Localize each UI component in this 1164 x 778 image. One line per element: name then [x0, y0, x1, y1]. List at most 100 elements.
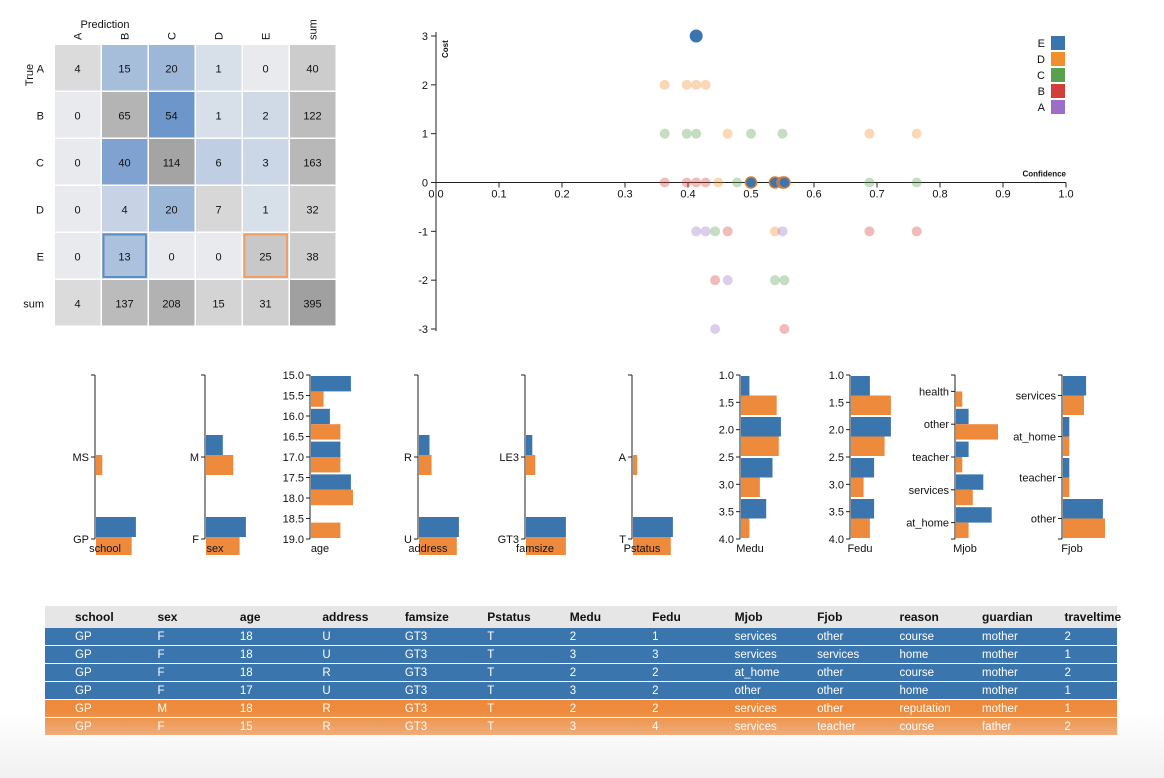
- y-tick-label: -3: [418, 324, 428, 336]
- cm-cell: [290, 280, 336, 326]
- table-cell-Mjob: services: [704, 645, 788, 664]
- column-header-guardian[interactable]: guardian: [951, 606, 1035, 628]
- hist-bar-orange: [1063, 518, 1105, 538]
- column-header-Fjob[interactable]: Fjob: [787, 606, 870, 628]
- cm-cell-value: 31: [259, 299, 271, 311]
- column-header-address[interactable]: address: [292, 606, 375, 628]
- table-row[interactable]: GP F 17 U GT3 T 3 2 other other home mother 1: [45, 681, 1117, 700]
- column-header-Fedu[interactable]: Fedu: [622, 606, 705, 628]
- hist-bar-orange: [311, 391, 324, 407]
- table-cell-school: GP: [45, 645, 128, 664]
- hist-bar-blue: [311, 474, 351, 490]
- table-cell-school: GP: [45, 663, 128, 682]
- cm-cell: [196, 139, 242, 185]
- table-cell-famsize: GT3: [374, 663, 458, 682]
- cm-cell: [290, 139, 336, 185]
- column-header-traveltime[interactable]: traveltime: [1034, 606, 1121, 628]
- y-tick-label: 0: [422, 178, 428, 190]
- y-tick-label: -1: [418, 226, 428, 238]
- cm-cell: [243, 186, 289, 232]
- table-cell-address: U: [292, 681, 375, 700]
- column-header-sex[interactable]: sex: [127, 606, 210, 628]
- cm-cell-value: 0: [215, 252, 221, 264]
- scatter-point: [691, 226, 702, 237]
- cm-cell-value: 65: [118, 111, 130, 123]
- hist-bar-orange: [311, 424, 341, 440]
- legend-label: D: [1037, 54, 1045, 66]
- hist-tick-label: 3.5: [719, 507, 734, 519]
- hist-tick-label: 1.0: [829, 370, 844, 382]
- feature-histograms: MSGPschoolMFsex15.015.516.016.517.017.51…: [73, 370, 1105, 555]
- table-cell-age: 15: [209, 717, 293, 736]
- hist-bar-blue: [956, 474, 984, 490]
- scatter-point: [681, 177, 692, 188]
- cm-cell-value: 4: [121, 205, 127, 217]
- column-header-school[interactable]: school: [45, 606, 128, 628]
- column-header-age[interactable]: age: [209, 606, 293, 628]
- table-row[interactable]: GP F 18 U GT3 T 2 1 services other course mother 2: [45, 628, 1117, 646]
- hist-bar-orange: [956, 391, 963, 407]
- column-header-Mjob[interactable]: Mjob: [704, 606, 788, 628]
- hist-bar-blue: [526, 435, 533, 455]
- cm-cell: [149, 233, 195, 279]
- hist-bar-blue: [1063, 376, 1087, 396]
- hist-panel-title: Pstatus: [624, 543, 661, 555]
- x-tick-label: 0.4: [680, 189, 695, 201]
- hist-tick-label: LE3: [499, 452, 519, 464]
- cm-cell: [196, 45, 242, 91]
- hist-tick-label: services: [909, 485, 950, 497]
- cm-row-label: B: [37, 111, 44, 123]
- table-row[interactable]: GP F 18 U GT3 T 3 3 services services home mother 1: [45, 645, 1117, 664]
- hist-tick-label: 2.5: [719, 452, 734, 464]
- column-header-reason[interactable]: reason: [869, 606, 952, 628]
- cm-cell-value: 0: [74, 252, 80, 264]
- cm-cell-value: 25: [259, 252, 271, 264]
- table-cell-Fedu: 2: [622, 699, 705, 718]
- cm-cell-value: 20: [165, 205, 177, 217]
- hist-bar-orange: [633, 537, 671, 555]
- cm-cell-value: 38: [306, 252, 318, 264]
- cm-cell: [196, 233, 242, 279]
- x-tick-label: 0.2: [554, 189, 569, 201]
- hist-tick-label: services: [1016, 391, 1057, 403]
- table-row[interactable]: GP F 18 R GT3 T 2 2 at_home other course mother 2: [45, 663, 1117, 682]
- hist-bar-orange: [851, 436, 885, 456]
- hist-tick-label: 1.0: [719, 370, 734, 382]
- hist-tick-label: 16.5: [283, 432, 304, 444]
- scatter-point: [911, 177, 922, 188]
- x-tick-label: 0.0: [428, 189, 443, 201]
- table-row[interactable]: GP F 15 R GT3 T 3 4 services teacher course father 2: [45, 717, 1117, 736]
- hist-bar-orange: [96, 537, 132, 555]
- legend-label: A: [1038, 102, 1046, 114]
- column-header-famsize[interactable]: famsize: [374, 606, 458, 628]
- hist-tick-label: 19.0: [283, 534, 304, 546]
- histogram-panel-age: 15.0 15.5 16.0 16.5 17.0 17.5 18.0 18.5 19.0 age: [283, 370, 353, 555]
- hist-bar-blue: [311, 376, 351, 392]
- scatter-point: [864, 177, 875, 188]
- cm-cell: [243, 45, 289, 91]
- table-cell-address: R: [292, 663, 375, 682]
- scatter-point: [777, 226, 788, 237]
- hist-bar-orange: [419, 537, 457, 555]
- scatter-point: [864, 128, 875, 139]
- hist-bar-orange: [206, 537, 240, 555]
- column-header-Pstatus[interactable]: Pstatus: [457, 606, 540, 628]
- hist-tick-label: MS: [73, 452, 90, 464]
- cm-col-label: D: [214, 32, 226, 40]
- cm-row-label: C: [36, 158, 44, 170]
- table-cell-Medu: 2: [539, 628, 623, 646]
- hist-tick-label: 2.0: [719, 425, 734, 437]
- scatter-point: [746, 128, 756, 139]
- table-cell-traveltime: 2: [1034, 717, 1117, 736]
- hist-bar-blue: [96, 517, 136, 537]
- table-cell-Fedu: 4: [622, 717, 705, 736]
- hist-bar-blue: [526, 517, 566, 537]
- table-cell-Fjob: teacher: [787, 717, 870, 736]
- hist-tick-label: 4.0: [719, 534, 734, 546]
- column-header-Medu[interactable]: Medu: [539, 606, 623, 628]
- table-row[interactable]: GP M 18 R GT3 T 2 2 services other reputation mothe…: [45, 699, 1117, 718]
- cm-row-title: True: [24, 64, 36, 86]
- hist-tick-label: F: [192, 534, 199, 546]
